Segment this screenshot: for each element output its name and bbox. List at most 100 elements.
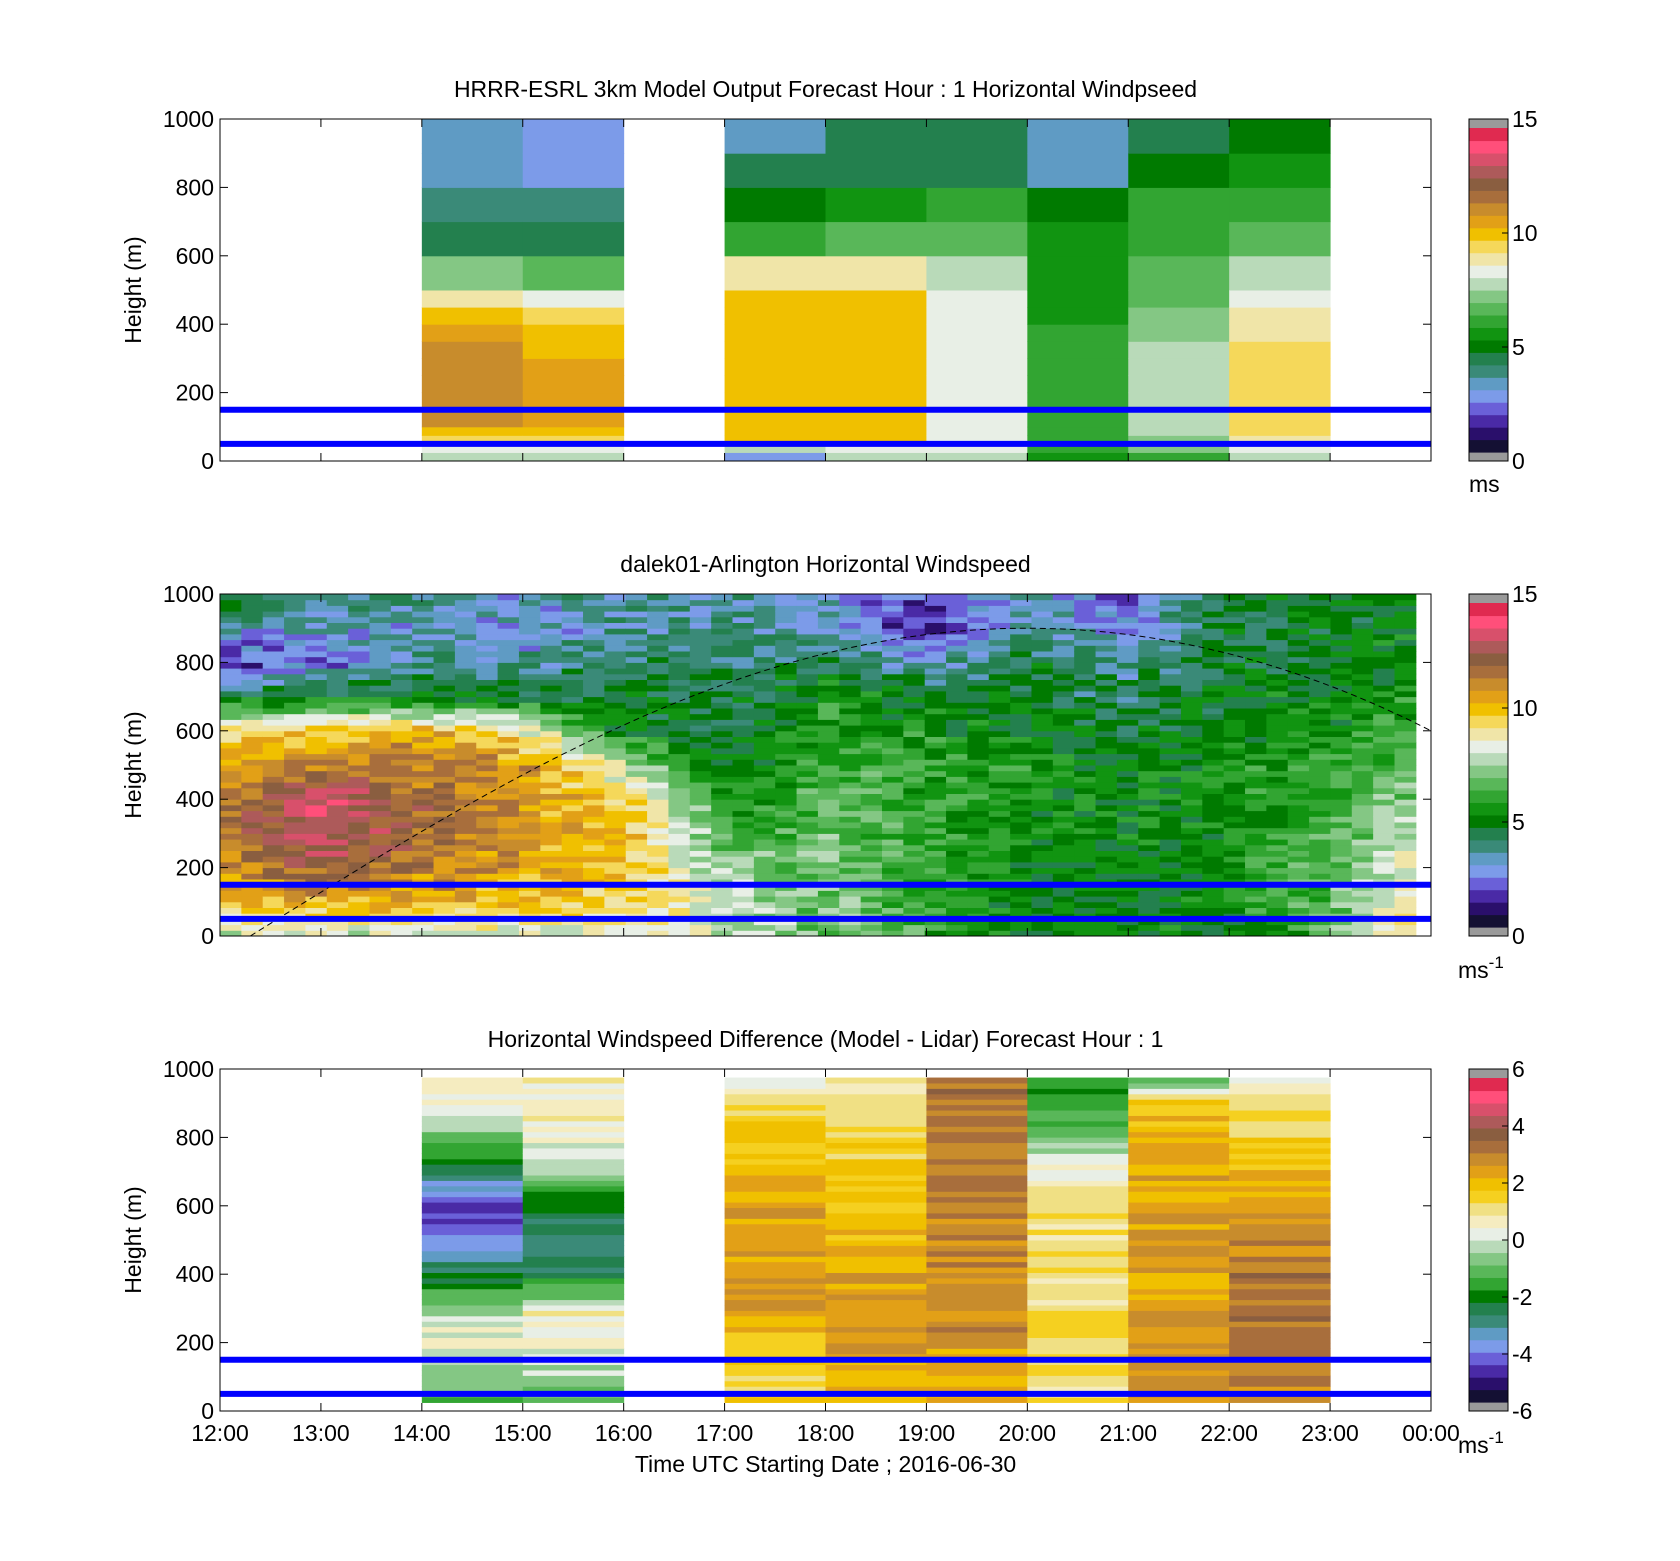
heatmap-cell (946, 759, 968, 766)
heatmap-cell (1128, 1191, 1230, 1198)
heatmap-cell (476, 622, 499, 629)
heatmap-cell (262, 833, 285, 840)
heatmap-cell (421, 1315, 524, 1322)
heatmap-cell (518, 645, 541, 652)
colorbar-swatch (1469, 377, 1508, 391)
heatmap-cell (326, 776, 349, 783)
heatmap-cell (796, 616, 819, 623)
heatmap-cell (689, 702, 712, 709)
heatmap-cell (926, 1256, 1028, 1263)
heatmap-cell (220, 890, 242, 897)
heatmap-cell (926, 1375, 1028, 1382)
heatmap-cell (583, 679, 605, 686)
heatmap-cell (1027, 1088, 1129, 1095)
heatmap-cell (1159, 787, 1182, 794)
heatmap-cell (540, 594, 563, 601)
heatmap-cell (1266, 645, 1289, 652)
heatmap-cell (825, 1093, 927, 1100)
heatmap-cell (454, 816, 477, 823)
heatmap-cell (1223, 696, 1246, 703)
heatmap-cell (1351, 753, 1374, 760)
heatmap-cell (390, 787, 413, 794)
heatmap-cell (476, 730, 499, 737)
heatmap-cell (1266, 594, 1289, 601)
heatmap-cell (689, 594, 712, 601)
heatmap-cell (732, 690, 755, 698)
heatmap-cell (1266, 656, 1289, 663)
panel-difference-x-ticks: 12:00 13:00 14:00 15:00 16:00 17:00 18:00 19:00… (191, 1069, 1460, 1446)
heatmap-cell (1373, 804, 1396, 812)
heatmap-cell (924, 816, 947, 823)
heatmap-cell (881, 890, 904, 897)
heatmap-cell (497, 628, 520, 635)
heatmap-cell (1052, 736, 1075, 743)
heatmap-cell (1052, 844, 1075, 851)
heatmap-cell (689, 839, 712, 846)
heatmap-cell (1159, 679, 1182, 686)
heatmap-cell (476, 759, 499, 766)
heatmap-cell (1074, 639, 1097, 646)
heatmap-cell (1010, 742, 1032, 749)
heatmap-cell (1074, 656, 1097, 663)
heatmap-cell (583, 839, 605, 846)
heatmap-cell (1180, 867, 1203, 874)
heatmap-cell (732, 742, 755, 749)
heatmap-cell (1394, 770, 1417, 777)
heatmap-cell (711, 759, 734, 766)
heatmap-cell (476, 776, 499, 783)
heatmap-cell (348, 719, 370, 726)
heatmap-cell (967, 668, 990, 675)
heatmap-cell (433, 628, 456, 635)
heatmap-cell (1027, 452, 1129, 461)
heatmap-cell (988, 850, 1011, 857)
heatmap-cell (433, 804, 456, 812)
heatmap-cell (926, 1326, 1028, 1333)
heatmap-cell (689, 850, 712, 857)
heatmap-cell (1159, 616, 1182, 623)
panel-lidar: dalek01-Arlington Horizontal Windspeed 0… (120, 551, 1538, 983)
heatmap-cell (881, 782, 904, 789)
heatmap-cell (604, 833, 627, 840)
heatmap-cell (860, 645, 883, 652)
heatmap-cell (476, 890, 499, 897)
heatmap-cell (369, 856, 392, 863)
heatmap-cell (1027, 1202, 1129, 1209)
heatmap-cell (625, 673, 648, 680)
heatmap-cell (724, 1337, 826, 1344)
heatmap-cell (1373, 810, 1396, 817)
heatmap-cell (220, 611, 242, 618)
heatmap-cell (732, 822, 755, 829)
heatmap-cell (476, 901, 499, 908)
heatmap-cell (284, 611, 306, 618)
heatmap-cell (1138, 873, 1161, 880)
heatmap-cell (1095, 668, 1118, 675)
heatmap-cell (724, 1120, 826, 1127)
heatmap-cell (1266, 753, 1289, 760)
heatmap-cell (1138, 730, 1161, 737)
colorbar-tick-label: 15 (1512, 106, 1538, 132)
heatmap-cell (1052, 725, 1075, 732)
heatmap-cell (540, 656, 563, 663)
heatmap-cell (946, 645, 968, 652)
heatmap-cell (732, 787, 755, 794)
heatmap-cell (711, 833, 734, 840)
heatmap-cell (1031, 827, 1054, 834)
heatmap-cell (390, 742, 413, 749)
heatmap-cell (1116, 816, 1139, 823)
heatmap-cell (647, 594, 669, 601)
heatmap-cell (926, 358, 1028, 376)
heatmap-cell (625, 839, 648, 846)
heatmap-cell (946, 628, 968, 635)
heatmap-cell (497, 833, 520, 840)
heatmap-cell (369, 799, 392, 806)
heatmap-cell (454, 759, 477, 766)
heatmap-cell (220, 850, 242, 857)
heatmap-cell (817, 759, 840, 766)
heatmap-cell (988, 759, 1011, 766)
heatmap-cell (825, 1310, 927, 1317)
heatmap-cell (946, 839, 968, 846)
heatmap-cell (1027, 1164, 1129, 1171)
heatmap-cell (1027, 187, 1129, 223)
heatmap-cell (1031, 594, 1054, 601)
heatmap-cell (1074, 901, 1097, 908)
